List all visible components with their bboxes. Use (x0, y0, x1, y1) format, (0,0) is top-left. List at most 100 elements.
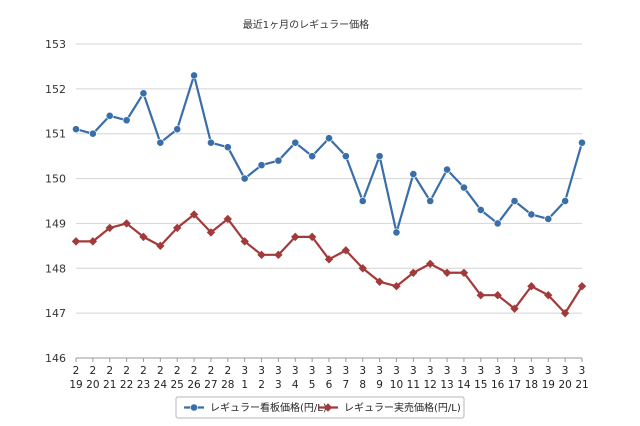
x-tick-label-day: 2 (258, 379, 265, 391)
data-point (324, 255, 334, 264)
data-point (72, 125, 80, 134)
series-layer (71, 71, 587, 318)
data-point (358, 264, 367, 273)
x-tick-label-month: 2 (140, 365, 147, 377)
x-tick-label-month: 2 (106, 365, 113, 377)
x-tick-label-day: 15 (474, 379, 487, 391)
data-point (510, 197, 519, 205)
data-point (510, 304, 519, 313)
y-axis: 146 147 148 149 150 151 152 153 (45, 38, 66, 365)
data-point (274, 250, 283, 260)
x-tick-label-day: 11 (407, 379, 420, 391)
x-tick-label-month: 2 (123, 365, 130, 377)
data-point (156, 138, 165, 147)
x-tick-label-month: 2 (73, 365, 80, 377)
x-tick-label-month: 2 (208, 365, 215, 377)
x-tick-label-day: 26 (187, 379, 201, 391)
data-point (173, 125, 182, 134)
data-point (409, 170, 418, 178)
data-point (308, 152, 317, 161)
legend-swatch-marker (323, 403, 333, 412)
x-tick-label-month: 3 (427, 365, 434, 377)
x-tick-label-month: 3 (511, 365, 518, 377)
legend-swatch-marker (190, 403, 198, 412)
data-point (375, 277, 384, 286)
data-point (105, 223, 114, 233)
x-tick-label-day: 21 (103, 379, 116, 391)
data-point (189, 210, 199, 219)
x-tick-label-day: 28 (221, 379, 234, 391)
x-tick-label-month: 3 (393, 365, 400, 377)
chart-title: 最近1ヶ月のレギュラー価格 (243, 18, 369, 31)
series-line (76, 213, 583, 315)
x-tick-label-day: 1 (241, 379, 248, 391)
data-point (460, 183, 468, 192)
data-point (544, 291, 553, 300)
data-point (426, 197, 435, 205)
data-point (544, 215, 553, 223)
data-point (341, 246, 351, 255)
x-tick-label-day: 3 (275, 379, 282, 391)
x-tick-label-day: 21 (575, 379, 588, 391)
legend-label: レギュラー看板価格(円/L) (210, 401, 327, 414)
data-point (426, 259, 435, 268)
data-point (206, 228, 216, 237)
data-point (459, 268, 469, 277)
x-tick-label-month: 3 (309, 365, 316, 377)
data-point (240, 237, 249, 246)
grid (76, 43, 582, 359)
x-tick-label-day: 4 (292, 379, 299, 391)
data-point (240, 174, 249, 183)
data-point (527, 282, 536, 291)
data-point (122, 219, 131, 228)
data-point (358, 197, 367, 205)
x-tick-label-month: 3 (258, 365, 265, 377)
legend-label: レギュラー実売価格(円/L) (344, 401, 461, 414)
data-point (561, 197, 570, 205)
x-tick-label-month: 2 (174, 365, 181, 377)
legend-item-2[interactable]: レギュラー実売価格(円/L) (318, 401, 461, 414)
data-point (577, 282, 587, 291)
y-tick-label: 147 (45, 307, 66, 320)
x-tick-label-month: 3 (579, 365, 586, 377)
x-tick-label-day: 9 (376, 379, 383, 391)
x-tick-label-day: 22 (120, 379, 133, 391)
series-line (75, 74, 584, 234)
data-point (71, 237, 81, 246)
x-tick-label-month: 2 (157, 365, 164, 377)
x-tick-label-month: 3 (275, 365, 282, 377)
y-tick-label: 149 (45, 217, 66, 230)
x-tick-label-month: 3 (461, 365, 468, 377)
data-point (409, 268, 418, 277)
legend-item-1[interactable]: レギュラー看板価格(円/L) (184, 401, 327, 414)
x-tick-label-day: 8 (359, 379, 366, 391)
x-tick-label-month: 3 (376, 365, 383, 377)
x-tick-label-day: 23 (137, 379, 150, 391)
data-point (88, 129, 97, 138)
x-tick-label-month: 2 (224, 365, 231, 377)
data-point (190, 71, 198, 80)
data-point (392, 282, 401, 291)
y-tick-label: 151 (45, 128, 66, 141)
legend[interactable]: レギュラー看板価格(円/L) レギュラー実売価格(円/L) (175, 396, 465, 419)
data-point (560, 308, 570, 318)
x-tick-label-day: 5 (309, 379, 316, 391)
data-point (443, 165, 451, 174)
data-point (139, 89, 148, 98)
x-tick-label-day: 19 (69, 379, 82, 391)
x-tick-label-month: 3 (359, 365, 366, 377)
data-point (493, 219, 502, 228)
data-point (291, 232, 300, 242)
data-point (527, 210, 536, 219)
data-point (173, 223, 182, 233)
data-point (493, 291, 502, 300)
data-point (476, 291, 485, 300)
data-point (257, 161, 266, 170)
data-point (88, 237, 98, 246)
x-tick-label-month: 3 (494, 365, 501, 377)
data-point (341, 152, 350, 161)
series-2 (71, 210, 587, 318)
data-point (476, 206, 485, 214)
